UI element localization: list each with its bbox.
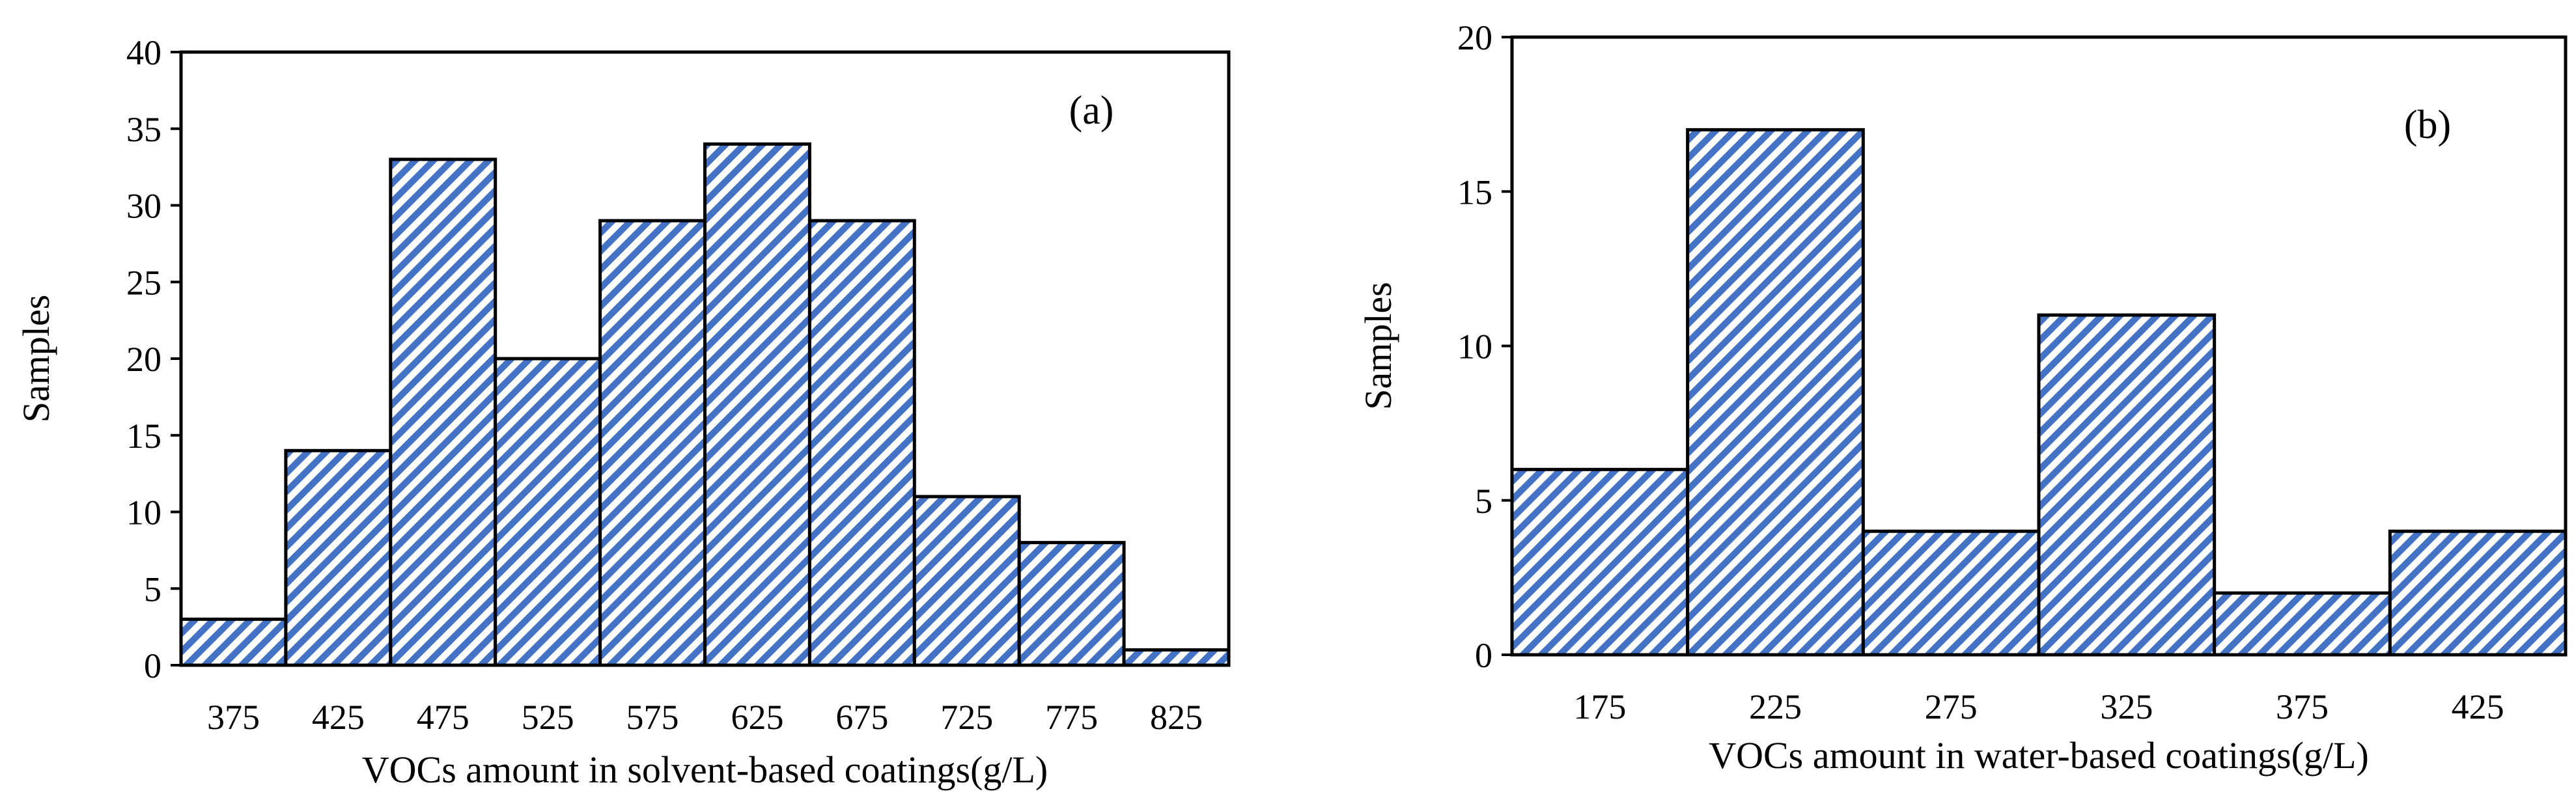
chart-b-x-tick-label: 275 <box>1925 687 1978 726</box>
chart-a-y-tick-label: 0 <box>144 646 161 685</box>
chart-a-y-tick-label: 15 <box>126 417 161 456</box>
chart-a-x-tick-label: 575 <box>626 698 679 737</box>
chart-b-y-tick-label: 0 <box>1475 636 1492 675</box>
chart-b-bar-375 <box>2213 591 2392 657</box>
chart-a-x-tick-label: 425 <box>312 698 365 737</box>
chart-b-bar-225 <box>1686 128 1865 657</box>
chart-a-bar-775 <box>1017 541 1126 667</box>
chart-a-bar-625 <box>703 142 811 667</box>
chart-b-y-tick-label: 20 <box>1457 18 1492 57</box>
chart-b-x-tick-label: 375 <box>2276 687 2329 726</box>
chart-b-bars <box>1510 128 2568 657</box>
chart-b-panel-label: (b) <box>2404 103 2451 147</box>
chart-a-bar-425 <box>284 448 393 667</box>
chart-a-bar-475 <box>389 158 497 667</box>
chart-a-x-tick-label: 625 <box>731 698 783 737</box>
chart-a-y-tick-label: 40 <box>126 33 161 72</box>
chart-a-x-tick-label: 525 <box>522 698 574 737</box>
chart-a-y-tick-label: 20 <box>126 340 161 379</box>
chart-a-bars <box>179 142 1231 667</box>
chart-b-y-axis-title: Samples <box>1357 282 1399 410</box>
chart-b-bar-275 <box>1861 529 2041 657</box>
chart-a-y-tick-label: 35 <box>126 110 161 149</box>
chart-a-x-tick-label: 475 <box>417 698 469 737</box>
chart-b-x-ticks: 175 225 275 325 375 425 <box>1573 687 2504 726</box>
chart-a-x-tick-label: 375 <box>207 698 260 737</box>
chart-a-bar-675 <box>807 219 916 667</box>
chart-b-y-ticks: 0 5 10 15 20 <box>1457 18 1512 675</box>
chart-a-bar-825 <box>1122 648 1231 667</box>
chart-b-bar-325 <box>2037 313 2217 657</box>
chart-a-bar-525 <box>494 357 602 667</box>
chart-a-bar-725 <box>912 495 1021 667</box>
chart-a-x-tick-label: 825 <box>1150 698 1203 737</box>
chart-a-y-axis-title: Samples <box>15 295 57 423</box>
chart-b-x-tick-label: 425 <box>2452 687 2504 726</box>
chart-a-x-tick-label: 725 <box>940 698 993 737</box>
chart-a-x-tick-label: 675 <box>835 698 888 737</box>
chart-a: 0 5 10 15 20 25 30 35 40 375 425 475 525 575 625 675 72… <box>15 33 1231 791</box>
chart-b-x-tick-label: 225 <box>1749 687 1802 726</box>
chart-a-bar-375 <box>179 617 288 667</box>
chart-b-y-tick-label: 15 <box>1457 172 1492 212</box>
chart-b-y-tick-label: 5 <box>1475 482 1492 521</box>
chart-a-y-ticks: 0 5 10 15 20 25 30 35 40 <box>126 33 181 685</box>
chart-a-x-ticks: 375 425 475 525 575 625 675 725 775 825 <box>207 698 1203 737</box>
chart-a-panel-label: (a) <box>1069 89 1114 133</box>
chart-a-x-axis-title: VOCs amount in solvent-based coatings(g/… <box>362 749 1048 791</box>
chart-a-x-tick-label: 775 <box>1045 698 1098 737</box>
chart-b-y-tick-label: 10 <box>1457 327 1492 366</box>
chart-b-bar-175 <box>1510 467 1690 657</box>
chart-b-x-tick-label: 325 <box>2100 687 2153 726</box>
chart-a-y-tick-label: 5 <box>144 570 161 609</box>
chart-b-x-tick-label: 175 <box>1573 687 1626 726</box>
chart-a-y-tick-label: 25 <box>126 263 161 302</box>
chart-b-x-axis-title: VOCs amount in water-based coatings(g/L) <box>1709 734 2369 777</box>
chart-a-y-tick-label: 10 <box>126 493 161 532</box>
chart-a-bar-575 <box>598 219 707 667</box>
chart-a-y-tick-label: 30 <box>126 187 161 226</box>
chart-b: 0 5 10 15 20 175 225 275 325 375 425 VOCs amount … <box>1357 18 2568 777</box>
chart-b-bar-425 <box>2388 529 2568 657</box>
